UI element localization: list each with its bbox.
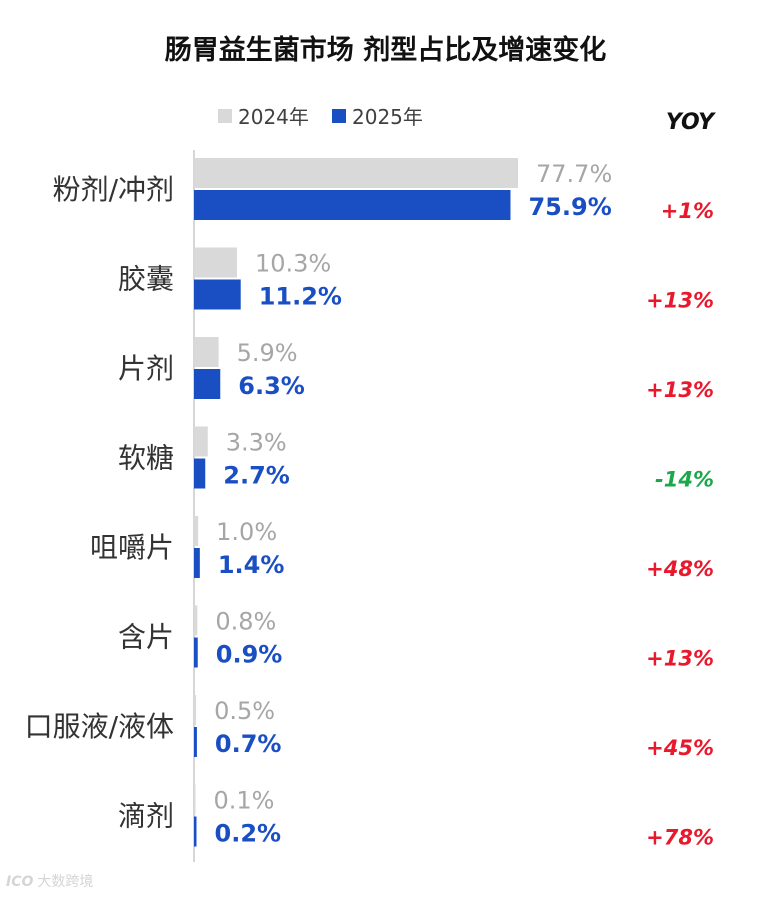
data-label-2024: 10.3% xyxy=(255,250,331,278)
data-label-2025: 1.4% xyxy=(218,551,285,579)
data-label-2025: 0.9% xyxy=(216,641,283,669)
yoy-value: +48% xyxy=(646,557,714,581)
bar-2024 xyxy=(194,247,237,278)
watermark-logo: ICO xyxy=(6,874,34,890)
category-label: 软糖 xyxy=(118,442,174,475)
category-label: 咀嚼片 xyxy=(90,531,174,564)
yoy-value: +78% xyxy=(646,826,714,850)
bar-2024 xyxy=(194,784,196,815)
yoy-value: -14% xyxy=(655,468,714,492)
data-label-2024: 0.1% xyxy=(214,787,275,815)
bar-2024 xyxy=(194,605,198,636)
bar-2024 xyxy=(194,695,197,725)
legend-swatch-2025 xyxy=(332,109,346,123)
category-label: 片剂 xyxy=(118,352,174,385)
bar-2025 xyxy=(194,727,197,757)
bar-2024 xyxy=(194,337,219,367)
category-label: 含片 xyxy=(118,621,174,654)
data-label-2025: 6.3% xyxy=(238,372,305,400)
yoy-value: +13% xyxy=(646,378,714,402)
legend-swatch-2024 xyxy=(218,109,232,123)
data-label-2024: 1.0% xyxy=(216,518,277,546)
data-label-2025: 2.7% xyxy=(223,462,290,490)
data-label-2024: 5.9% xyxy=(237,339,298,367)
bar-2025 xyxy=(194,279,241,310)
yoy-value: +13% xyxy=(646,289,714,313)
yoy-value: +45% xyxy=(646,736,714,760)
data-label-2025: 75.9% xyxy=(528,193,611,221)
yoy-header: YOY xyxy=(665,110,715,135)
legend-label-2025: 2025年 xyxy=(352,105,423,129)
data-label-2024: 0.5% xyxy=(214,697,275,725)
bar-2024 xyxy=(194,426,208,457)
bar-2025 xyxy=(194,548,200,578)
data-label-2024: 0.8% xyxy=(215,608,276,636)
yoy-value: +1% xyxy=(661,199,714,223)
watermark-text: 大数跨境 xyxy=(37,874,94,890)
data-label-2024: 77.7% xyxy=(536,160,612,188)
data-label-2025: 0.2% xyxy=(215,820,282,848)
watermark: ICO 大数跨境 xyxy=(6,871,93,891)
bar-2025 xyxy=(194,190,511,220)
chart-title: 肠胃益生菌市场 剂型占比及增速变化 xyxy=(164,35,607,66)
bar-2025 xyxy=(194,637,198,668)
bar-2025 xyxy=(194,369,221,399)
data-label-2025: 0.7% xyxy=(215,730,282,758)
data-label-2025: 11.2% xyxy=(259,283,342,311)
bar-2024 xyxy=(194,516,199,546)
category-label: 粉剂/冲剂 xyxy=(53,173,174,206)
category-label: 口服液/液体 xyxy=(25,710,174,743)
category-label: 胶囊 xyxy=(118,263,174,296)
yoy-value: +13% xyxy=(646,647,714,671)
bars-layer xyxy=(194,158,518,847)
bar-2025 xyxy=(194,458,206,489)
labels-layer: 粉剂/冲剂 77.7% 75.9% +1% 胶囊 10.3% 11.2% +13% 片剂 5.9%… xyxy=(25,160,714,850)
bar-2024 xyxy=(194,158,518,188)
legend: 2024年 2025年 xyxy=(218,105,423,129)
bar-2025 xyxy=(194,816,197,847)
data-label-2024: 3.3% xyxy=(226,429,287,457)
category-label: 滴剂 xyxy=(118,800,174,833)
legend-label-2024: 2024年 xyxy=(238,105,309,129)
